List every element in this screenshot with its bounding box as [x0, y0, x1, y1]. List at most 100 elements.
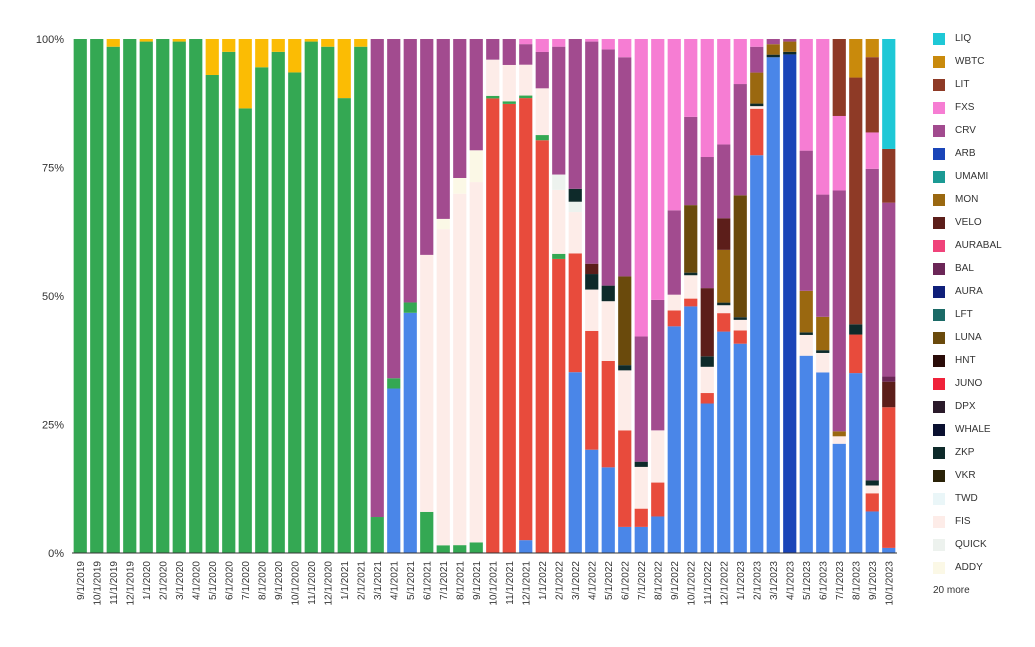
bar-segment[interactable] — [453, 545, 467, 553]
legend-item[interactable]: ARB — [933, 145, 1033, 168]
bar-segment[interactable] — [634, 461, 648, 467]
bar-segment[interactable] — [783, 54, 797, 554]
bar-segment[interactable] — [106, 39, 120, 47]
bar-segment[interactable] — [139, 41, 153, 553]
bar-segment[interactable] — [469, 39, 483, 151]
bar-segment[interactable] — [700, 366, 714, 394]
bar-segment[interactable] — [486, 95, 500, 99]
bar-segment[interactable] — [634, 508, 648, 527]
bar-segment[interactable] — [634, 466, 648, 509]
bar-segment[interactable] — [618, 370, 632, 431]
bar-segment[interactable] — [453, 39, 467, 178]
bar-segment[interactable] — [568, 188, 582, 202]
bar-segment[interactable] — [436, 218, 450, 230]
bar-segment[interactable] — [601, 360, 615, 468]
bar-segment[interactable] — [469, 542, 483, 553]
legend-more-link[interactable]: 20 more — [933, 585, 970, 596]
bar-segment[interactable] — [403, 312, 417, 553]
bar-segment[interactable] — [750, 106, 764, 109]
legend-item[interactable]: LIT — [933, 76, 1033, 99]
bar-segment[interactable] — [799, 334, 813, 356]
bar-segment[interactable] — [700, 157, 714, 289]
bar-segment[interactable] — [684, 275, 698, 299]
bar-segment[interactable] — [222, 51, 236, 553]
bar-segment[interactable] — [816, 352, 830, 373]
bar-segment[interactable] — [502, 64, 516, 102]
bar-segment[interactable] — [750, 108, 764, 156]
bar-segment[interactable] — [684, 306, 698, 553]
bar-segment[interactable] — [816, 194, 830, 317]
bar-segment[interactable] — [601, 467, 615, 553]
bar-segment[interactable] — [519, 540, 533, 553]
bar-segment[interactable] — [172, 41, 186, 553]
legend-item[interactable]: CRV — [933, 122, 1033, 145]
bar-segment[interactable] — [189, 39, 203, 553]
bar-segment[interactable] — [684, 116, 698, 206]
bar-segment[interactable] — [321, 39, 335, 47]
bar-segment[interactable] — [238, 39, 252, 109]
bar-segment[interactable] — [717, 331, 731, 553]
bar-segment[interactable] — [552, 174, 566, 190]
bar-segment[interactable] — [799, 332, 813, 335]
bar-segment[interactable] — [139, 39, 153, 42]
bar-segment[interactable] — [552, 189, 566, 254]
bar-segment[interactable] — [469, 150, 483, 183]
bar-segment[interactable] — [304, 39, 318, 42]
bar-segment[interactable] — [172, 39, 186, 42]
bar-segment[interactable] — [535, 88, 549, 136]
bar-segment[interactable] — [271, 51, 285, 553]
bar-segment[interactable] — [750, 39, 764, 47]
bar-segment[interactable] — [453, 193, 467, 546]
bar-segment[interactable] — [370, 39, 384, 518]
bar-segment[interactable] — [436, 229, 450, 546]
bar-segment[interactable] — [486, 59, 500, 96]
bar-segment[interactable] — [766, 57, 780, 553]
bar-segment[interactable] — [882, 148, 896, 203]
bar-segment[interactable] — [618, 365, 632, 371]
legend-item[interactable]: VKR — [933, 467, 1033, 490]
bar-segment[interactable] — [667, 326, 681, 553]
bar-segment[interactable] — [618, 526, 632, 553]
bar-segment[interactable] — [865, 132, 879, 169]
bar-segment[interactable] — [717, 305, 731, 314]
bar-segment[interactable] — [799, 150, 813, 291]
bar-segment[interactable] — [700, 403, 714, 553]
bar-segment[interactable] — [766, 44, 780, 55]
bar-segment[interactable] — [717, 218, 731, 250]
bar-segment[interactable] — [882, 381, 896, 408]
bar-segment[interactable] — [865, 485, 879, 494]
bar-segment[interactable] — [354, 46, 368, 554]
bar-segment[interactable] — [651, 516, 665, 553]
bar-segment[interactable] — [882, 547, 896, 553]
bar-segment[interactable] — [700, 393, 714, 404]
bar-segment[interactable] — [882, 407, 896, 548]
bar-segment[interactable] — [486, 39, 500, 60]
bar-segment[interactable] — [766, 39, 780, 45]
bar-segment[interactable] — [717, 313, 731, 332]
legend-item[interactable]: DPX — [933, 398, 1033, 421]
bar-segment[interactable] — [700, 288, 714, 357]
bar-segment[interactable] — [519, 44, 533, 65]
bar-segment[interactable] — [304, 41, 318, 553]
bar-segment[interactable] — [684, 272, 698, 276]
bar-segment[interactable] — [717, 249, 731, 303]
bar-segment[interactable] — [717, 302, 731, 306]
legend-item[interactable]: FXS — [933, 99, 1033, 122]
bar-segment[interactable] — [585, 330, 599, 450]
bar-segment[interactable] — [205, 39, 219, 75]
bar-segment[interactable] — [717, 39, 731, 145]
bar-segment[interactable] — [882, 39, 896, 149]
bar-segment[interactable] — [486, 98, 500, 553]
bar-segment[interactable] — [733, 84, 747, 196]
bar-segment[interactable] — [684, 39, 698, 117]
bar-segment[interactable] — [585, 289, 599, 331]
bar-segment[interactable] — [667, 39, 681, 211]
bar-segment[interactable] — [733, 317, 747, 320]
bar-segment[interactable] — [783, 51, 797, 55]
bar-segment[interactable] — [354, 39, 368, 47]
bar-segment[interactable] — [585, 41, 599, 264]
bar-segment[interactable] — [750, 103, 764, 107]
bar-segment[interactable] — [684, 205, 698, 273]
bar-segment[interactable] — [387, 378, 401, 389]
bar-segment[interactable] — [799, 355, 813, 553]
